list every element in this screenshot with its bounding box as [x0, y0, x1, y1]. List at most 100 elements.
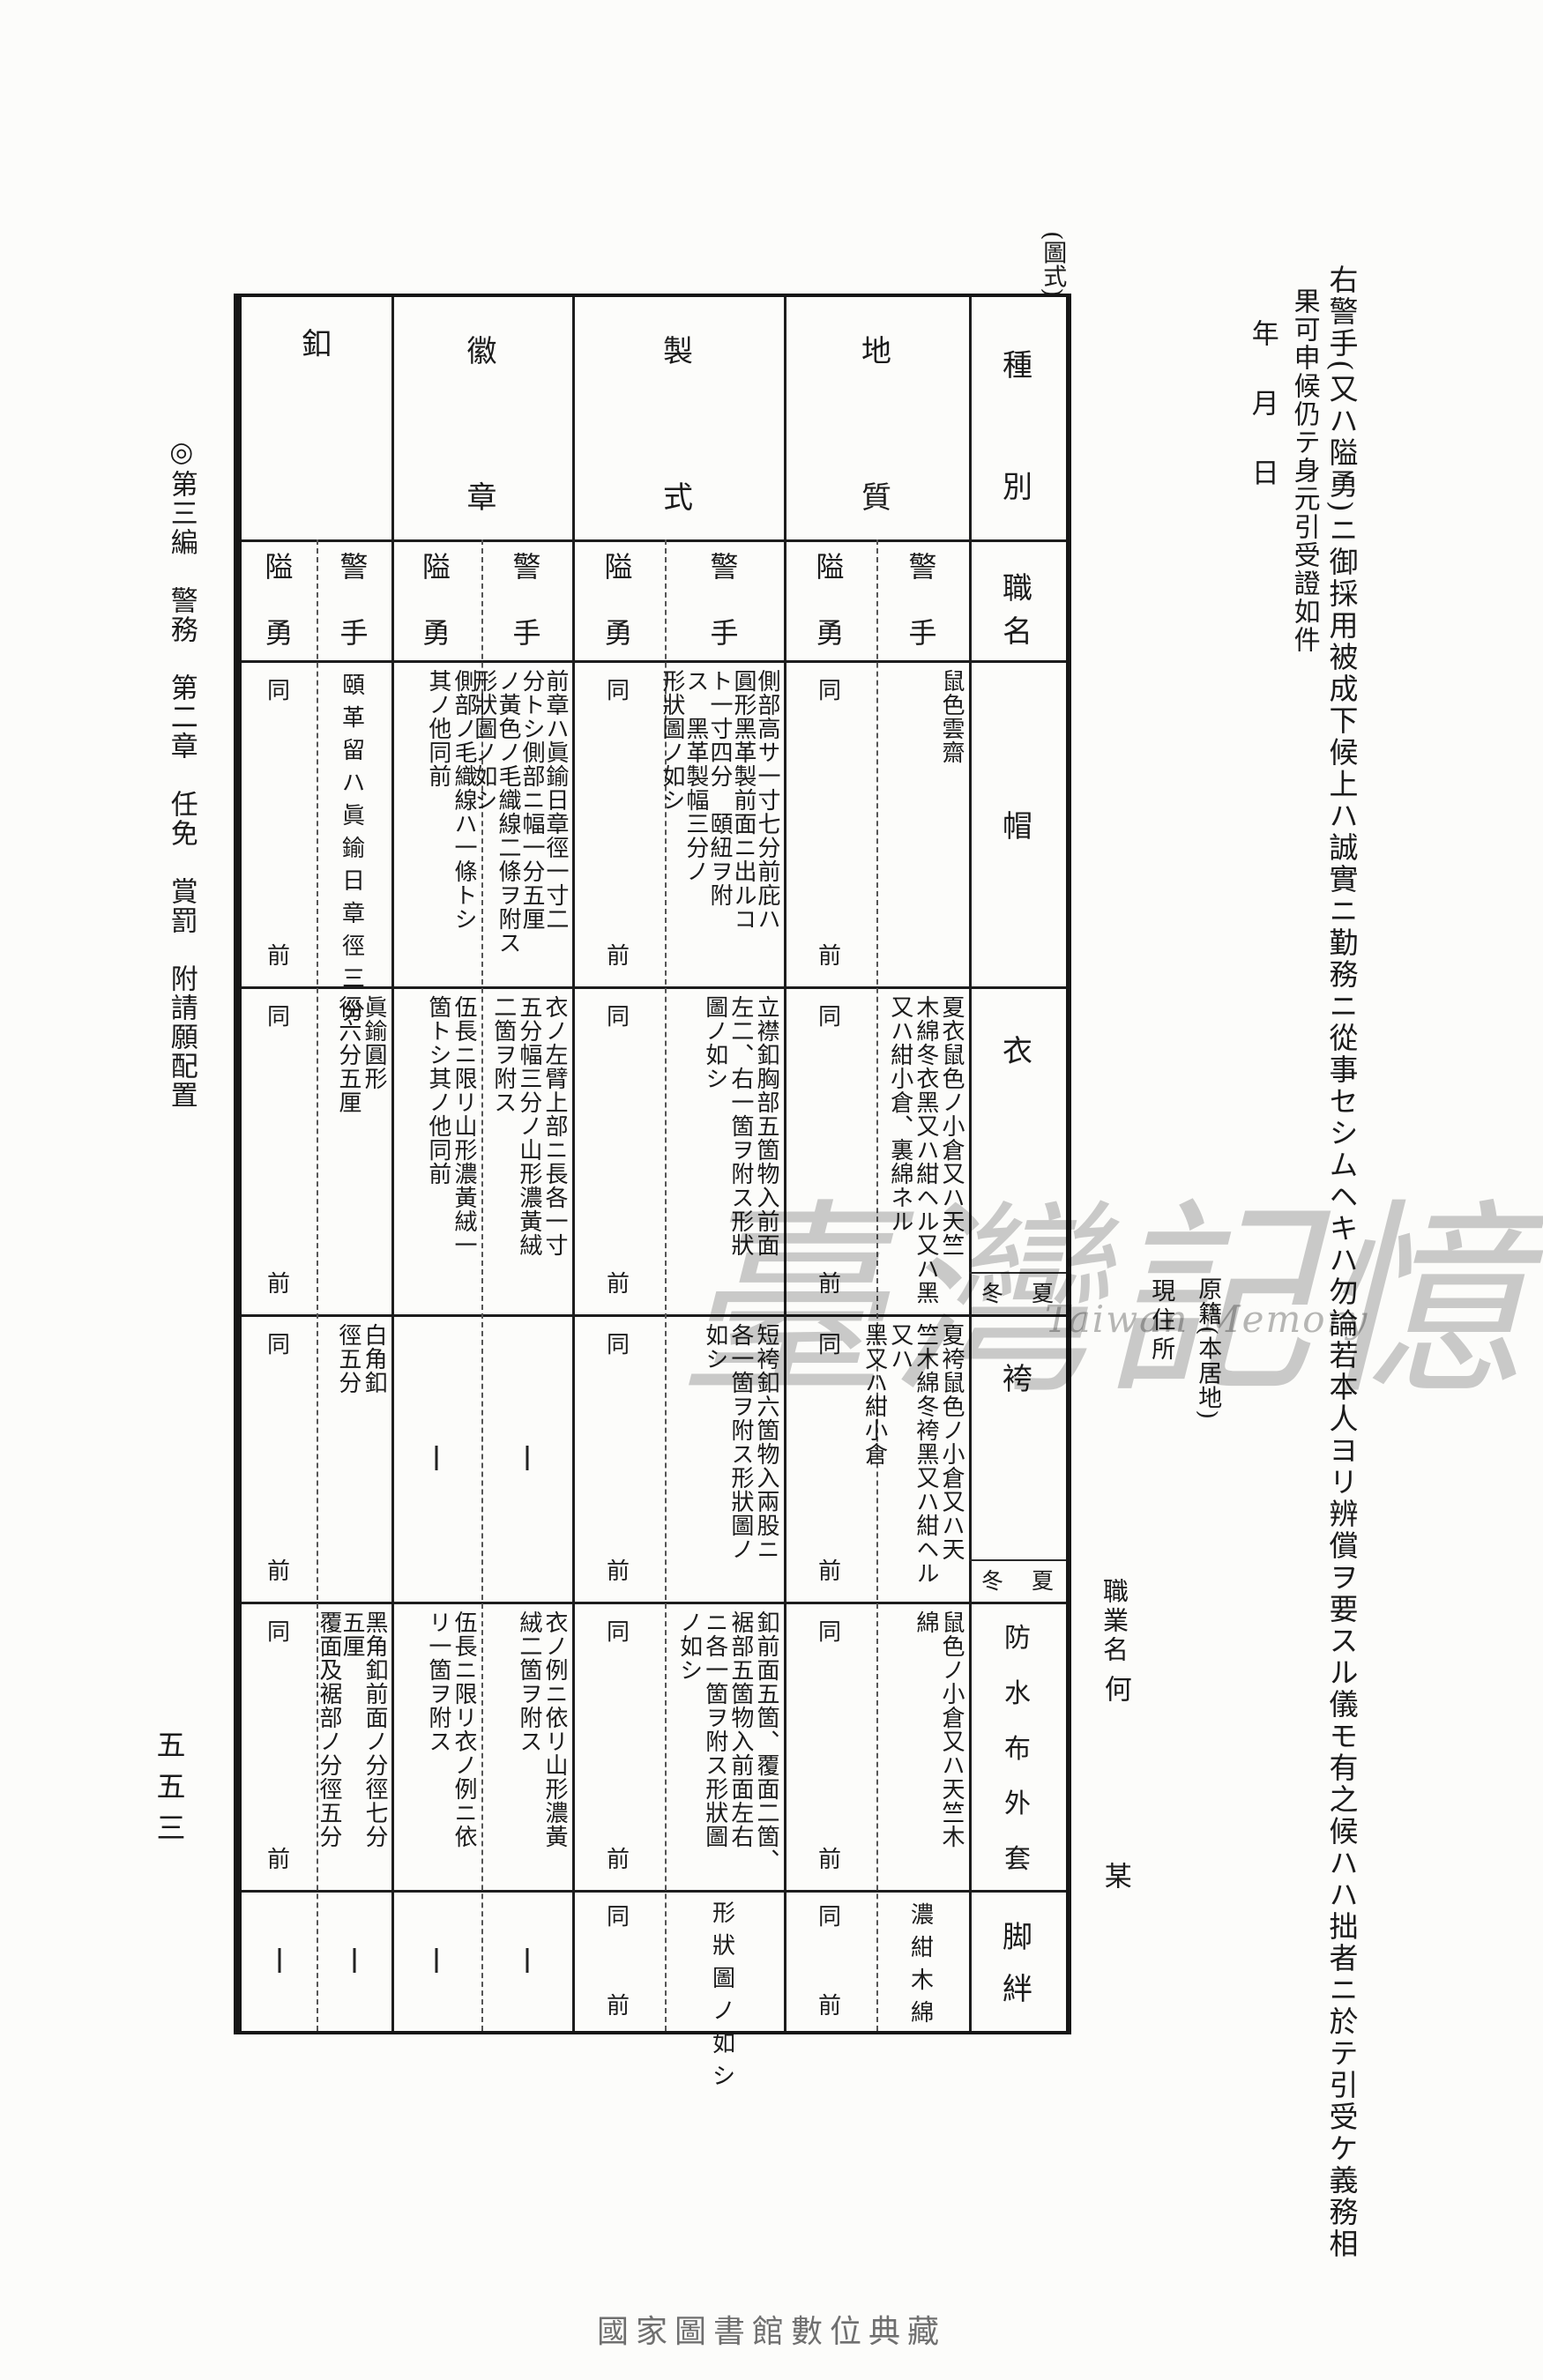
subcolumn-dashed-divider — [317, 539, 318, 2031]
cell-text: 側部ノ毛織線ハ一條トシ 其ノ他同前 — [424, 669, 477, 931]
cell-text: 衣ノ左臂上部ニ長各一寸 五分幅三分ノ山形濃黃絨 二箇ヲ附ス — [489, 995, 568, 1257]
cell-text: 眞鍮圓形 徑六分五厘 — [334, 995, 387, 1114]
cell-raincoat-insignia-keishu: 衣ノ例ニ依リ山形濃黃 絨二箇ヲ附ス — [481, 1602, 572, 1890]
address-label: 現住所 — [1147, 1278, 1175, 1365]
row-label-raincoat: 防水布外套 — [1004, 1623, 1031, 1875]
column-divider — [969, 297, 972, 2031]
cell-clothes-material-aiyu: 同前 — [817, 1004, 842, 1298]
cell-raincoat-insignia-aiyu: 伍長ニ限リ衣ノ例ニ依 リ一箇ヲ附ス — [391, 1602, 481, 1890]
cell-trousers-style-aiyu: 同前 — [606, 1332, 630, 1585]
cell-raincoat-button-aiyu: 同前 — [266, 1619, 291, 1873]
cell-trousers-button-aiyu: 同前 — [266, 1332, 291, 1585]
cell-text: 短袴釦六箇物入兩股ニ 各一箇ヲ附ス形狀圖ノ 如シ — [701, 1323, 779, 1561]
registry-label: 原籍(本居地) — [1194, 1276, 1222, 1421]
season-sublabels: 冬 夏 — [969, 1272, 1066, 1311]
column-header-button-text: 釦 — [302, 326, 332, 362]
row-divider — [242, 660, 1066, 663]
row-label-clothes: 衣 冬 夏 — [969, 986, 1066, 1314]
statement-line-1: 右警手(又ハ隘勇)ニ御採用被成下候上ハ誠實ニ勤務ニ從事セシムヘキハ勿論若本人ヨリ… — [1323, 264, 1359, 2260]
winter-label: 冬 — [981, 1281, 1004, 1306]
cell-text: 立襟釦胸部五箇物入前面 左二、右一箇ヲ附ス形狀 圖ノ如シ — [701, 995, 779, 1257]
cell-hat-button-aiyu: 同前 — [266, 678, 291, 970]
cell-clothes-insignia-aiyu: 伍長ニ限リ山形濃黃絨一 箇トシ其ノ他同前 — [391, 986, 481, 1314]
cell-gaiters-button-aiyu — [242, 1890, 317, 2031]
cell-gaiters-insignia-keishu — [481, 1890, 572, 2031]
summer-label: 夏 — [1031, 1281, 1054, 1306]
row-divider — [242, 1890, 1066, 1893]
ditto-dash — [435, 1446, 438, 1470]
cell-clothes-style-keishu: 立襟釦胸部五箇物入前面 左二、右一箇ヲ附ス形狀 圖ノ如シ — [665, 986, 784, 1314]
cell-raincoat-button-keishu: 黑角釦前面ノ分徑七分 五厘 覆面及裾部ノ分徑五分 — [316, 1602, 391, 1890]
cell-raincoat-style-aiyu: 同前 — [606, 1619, 630, 1873]
subcolumn-dashed-divider — [876, 539, 878, 2031]
cell-text: 鼠色雲齋 — [938, 669, 965, 764]
cell-clothes-insignia-keishu: 衣ノ左臂上部ニ長各一寸 五分幅三分ノ山形濃黃絨 二箇ヲ附ス — [481, 986, 572, 1314]
cell-raincoat-material-aiyu: 同前 — [817, 1619, 842, 1873]
figure-label: (圖式) — [1039, 231, 1067, 298]
row-label-trousers-text: 袴 — [1003, 1362, 1032, 1397]
row-label-trousers: 袴 冬 夏 — [969, 1314, 1066, 1602]
date-line: 年月日 — [1246, 319, 1278, 528]
statement-line-2: 果可申候仍テ身元引受證如件 — [1288, 287, 1320, 654]
cell-gaiters-button-keishu — [317, 1890, 391, 2031]
cell-hat-button-keishu: 頤革留ハ眞鍮日章徑三分 — [341, 673, 366, 1025]
occupation-label: 職業名 — [1099, 1578, 1129, 1665]
cell-trousers-material-keishu: 夏袴鼠色ノ小倉又ハ天 竺木綿冬袴黑又ハ紺ヘル又ハ 黑又ハ紺小倉 — [861, 1314, 969, 1602]
ditto-dash — [435, 1948, 438, 1973]
cell-gaiters-style-aiyu: 同前 — [606, 1904, 630, 2019]
cell-clothes-material-keishu: 夏衣鼠色ノ小倉又ハ天竺 木綿冬衣黑又ハ紺ヘル又ハ黑 又ハ紺小倉、裏綿ネル — [876, 986, 969, 1314]
column-header-style: 製式 — [663, 334, 693, 516]
cell-text: 黑角釦前面ノ分徑七分 五厘 覆面及裾部ノ分徑五分 — [316, 1610, 388, 1848]
uniform-spec-table: 種別 職名 帽 衣 冬 夏 袴 冬 夏 防水布外套 脚絆 地質 警手 隘勇 鼠色… — [234, 294, 1071, 2090]
row-divider — [242, 539, 1066, 542]
cell-clothes-button-keishu: 眞鍮圓形 徑六分五厘 — [317, 986, 391, 1314]
subcolumn-dashed-divider — [481, 539, 483, 2031]
row-label-gaiters: 脚絆 — [1003, 1920, 1032, 2007]
cell-clothes-button-aiyu: 同前 — [266, 1004, 291, 1298]
column-header-button: 釦 — [242, 297, 391, 539]
winter-label: 冬 — [981, 1568, 1004, 1594]
cell-gaiters-style-keishu: 形狀圖ノ如シ — [712, 1900, 736, 2090]
column-header-insignia: 徽章 — [466, 334, 497, 516]
cell-text: 鼠色ノ小倉又ハ天竺木 綿 — [912, 1610, 965, 1848]
column-header-material: 地質 — [861, 334, 891, 516]
cell-hat-material-keishu: 鼠色雲齋 — [876, 660, 969, 986]
row-divider — [242, 986, 1066, 989]
ditto-dash — [278, 1948, 280, 1973]
cell-hat-insignia-keishu: 前章ハ眞鍮日章徑一寸二 分トシ側部ニ幅一分五厘 ノ黃色ノ毛織線二條ヲ附ス 形狀圖… — [471, 660, 572, 986]
cell-raincoat-style-keishu: 釦前面五箇、覆面二箇、 裾部五箇物入前面左右 ニ各一箇ヲ附ス形狀圖 ノ如シ — [665, 1602, 784, 1890]
row-label-hat-text: 帽 — [1003, 808, 1032, 844]
subheader-insignia-keishu: 警手 — [512, 550, 541, 650]
cell-trousers-button-keishu: 白角釦 徑五分 — [317, 1314, 391, 1602]
cell-trousers-insignia-aiyu — [391, 1314, 481, 1602]
cell-trousers-insignia-keishu — [481, 1314, 572, 1602]
ditto-dash — [526, 1948, 528, 1973]
ditto-dash — [353, 1948, 355, 1973]
subheader-material-keishu: 警手 — [908, 550, 937, 650]
column-divider — [784, 297, 786, 2031]
cell-text: 夏袴鼠色ノ小倉又ハ天 竺木綿冬袴黑又ハ紺ヘル又ハ 黑又ハ紺小倉 — [861, 1323, 965, 1585]
column-divider — [572, 297, 575, 2031]
cell-hat-material-aiyu: 同前 — [817, 678, 842, 970]
row-divider — [242, 1602, 1066, 1604]
row-label-hat: 帽 — [969, 660, 1066, 986]
subheader-style-aiyu: 隘勇 — [604, 550, 633, 650]
cell-text: 釦前面五箇、覆面二箇、 裾部五箇物入前面左右 ニ各一箇ヲ附ス形狀圖 ノ如シ — [675, 1610, 779, 1872]
subheader-insignia-aiyu: 隘勇 — [421, 550, 451, 650]
footer-caption: 國家圖書館數位典藏 — [596, 2314, 947, 2350]
cell-text: 夏衣鼠色ノ小倉又ハ天竺 木綿冬衣黑又ハ紺ヘル又ハ黑 又ハ紺小倉、裏綿ネル — [886, 995, 965, 1305]
corner-header-name: 職名 — [1003, 571, 1032, 650]
row-divider — [242, 1314, 1066, 1317]
cell-gaiters-material-keishu: 濃紺木綿 — [910, 1902, 935, 2027]
cell-hat-insignia-aiyu: 側部ノ毛織線ハ一條トシ 其ノ他同前 — [391, 660, 481, 986]
row-label-clothes-text: 衣 — [1003, 1034, 1032, 1069]
subheader-style-keishu: 警手 — [710, 550, 739, 650]
subheader-button-keishu: 警手 — [339, 550, 369, 650]
subcolumn-dashed-divider — [665, 539, 667, 2031]
cell-text: 白角釦 徑五分 — [334, 1323, 387, 1395]
cell-text: 伍長ニ限リ山形濃黃絨一 箇トシ其ノ他同前 — [424, 995, 477, 1257]
ditto-dash — [526, 1446, 528, 1470]
subheader-material-aiyu: 隘勇 — [816, 550, 845, 650]
cell-hat-style-aiyu: 同前 — [606, 678, 630, 970]
givenname-placeholder: 某 — [1099, 1862, 1131, 1889]
